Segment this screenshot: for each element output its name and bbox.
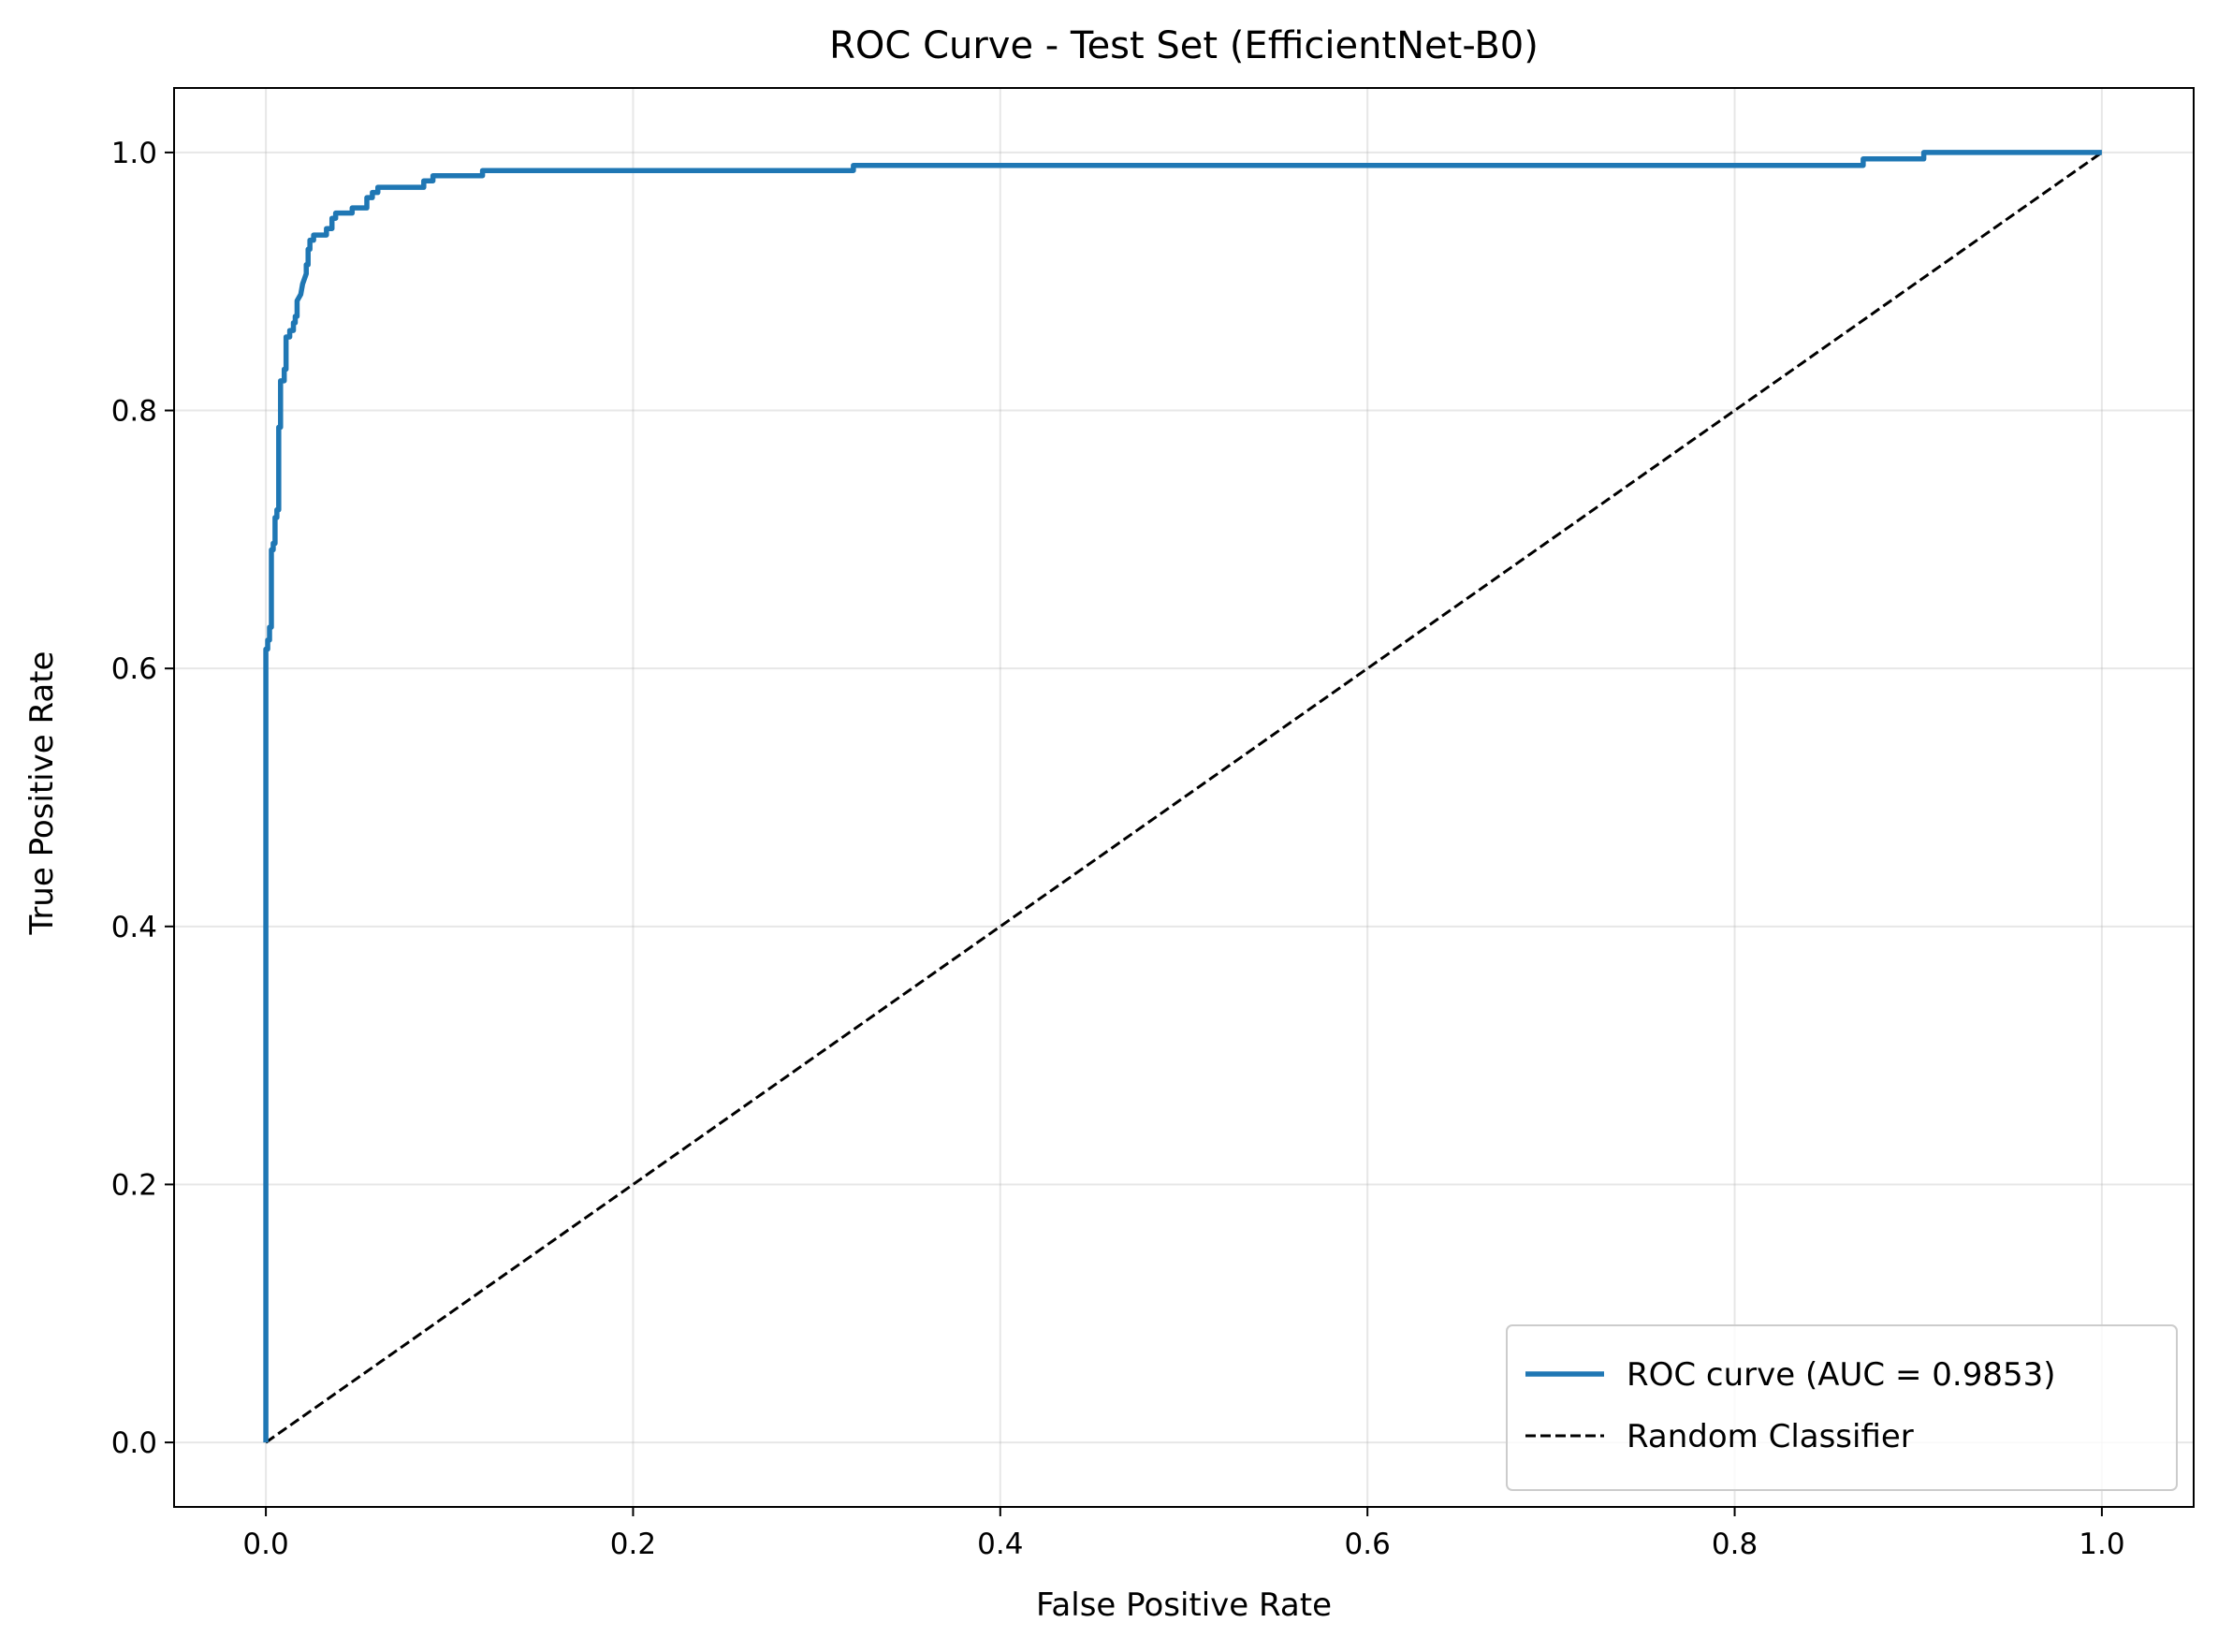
grid: [174, 88, 2194, 1507]
x-tick-label: 0.2: [610, 1528, 656, 1561]
ticks: 0.0 0.2 0.4 0.6 0.8 1.0 0.0 0.2 0.4 0.6 0.8 1.0: [111, 137, 2125, 1561]
x-tick-label: 1.0: [2079, 1528, 2124, 1561]
roc-curve-line: [263, 150, 2102, 1443]
y-tick-label: 0.4: [111, 911, 157, 944]
y-tick-label: 0.8: [111, 395, 157, 429]
legend-box: [1506, 1324, 2178, 1491]
legend-label-roc: ROC curve (AUC = 0.9853): [1627, 1356, 2056, 1394]
series-layer: [263, 150, 2103, 1444]
chart-title: ROC Curve - Test Set (EfficientNet-B0): [829, 24, 1539, 67]
y-axis-label: True Positive Rate: [23, 651, 61, 936]
x-tick-label: 0.0: [242, 1528, 288, 1561]
y-tick-label: 0.2: [111, 1168, 157, 1202]
y-tick-label: 0.0: [111, 1426, 157, 1460]
legend-label-random: Random Classifier: [1627, 1418, 1914, 1455]
x-tick-label: 0.4: [977, 1528, 1023, 1561]
x-tick-label: 0.6: [1345, 1528, 1391, 1561]
y-tick-label: 1.0: [111, 137, 157, 170]
x-tick-label: 0.8: [1712, 1528, 1758, 1561]
plot-frame: [173, 87, 2195, 1508]
y-tick-label: 0.6: [111, 652, 157, 686]
legend: ROC curve (AUC = 0.9853) Random Classifi…: [1506, 1324, 2178, 1491]
x-axis-label: False Positive Rate: [1036, 1586, 1332, 1624]
